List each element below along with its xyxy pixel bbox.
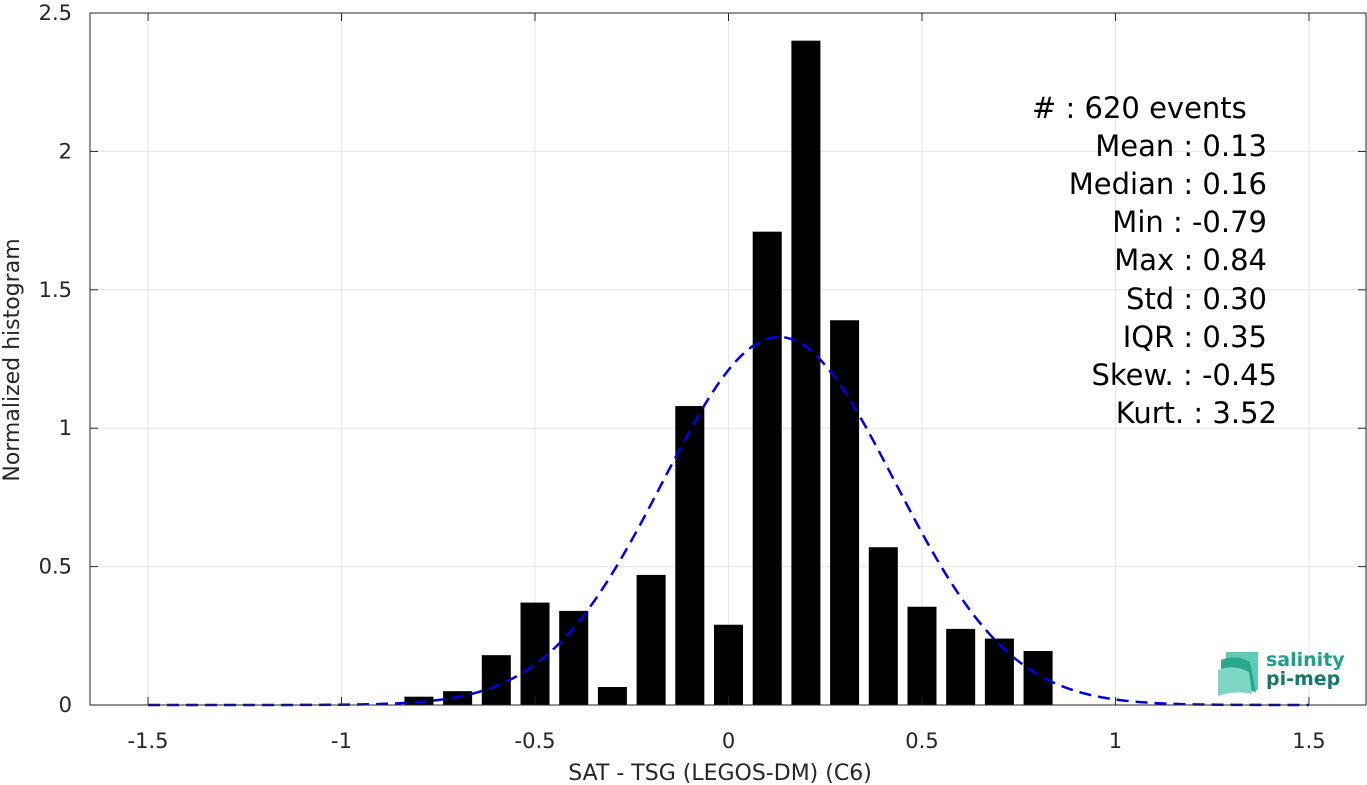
- histogram-bar: [481, 655, 511, 705]
- x-tick-label: -1: [331, 729, 352, 753]
- stat-median: Median : 0.16: [1069, 167, 1267, 201]
- stat-std: Std : 0.30: [1126, 282, 1267, 316]
- histogram-bar: [636, 574, 666, 705]
- x-axis-label: SAT - TSG (LEGOS-DM) (C6): [568, 761, 872, 785]
- x-tick-label: 0: [722, 729, 735, 753]
- y-tick-label: 2.5: [39, 1, 72, 25]
- histogram-bar: [868, 547, 898, 705]
- histogram-bar: [791, 40, 821, 706]
- stat-events: # : 620 events: [1032, 91, 1247, 125]
- salinity-pimep-logo: salinity pi-mep: [1218, 649, 1345, 696]
- stat-iqr: IQR : 0.35: [1123, 320, 1267, 354]
- y-tick-label: 0: [59, 693, 72, 717]
- tick-labels: -1.5 -1 -0.5 0 0.5 1 1.5 0 0.5 1 1.5 2 2.5: [39, 1, 1326, 753]
- stat-max: Max : 0.84: [1114, 243, 1267, 277]
- x-tick-label: 1.5: [1292, 729, 1325, 753]
- x-tick-label: 0.5: [905, 729, 938, 753]
- y-tick-label: 1: [59, 416, 72, 440]
- histogram-bar: [559, 610, 589, 705]
- y-tick-label: 2: [59, 139, 72, 163]
- axes-box: [89, 12, 1367, 706]
- histogram-bar: [752, 231, 782, 705]
- logo-text-pimep: pi-mep: [1266, 668, 1340, 690]
- histogram-bar: [946, 628, 976, 705]
- stat-skew: Skew. : -0.45: [1091, 358, 1277, 392]
- stat-kurt: Kurt. : 3.52: [1116, 396, 1277, 430]
- x-tick-label: -0.5: [515, 729, 556, 753]
- histogram-bar: [597, 687, 627, 705]
- x-tick-label: 1: [1109, 729, 1122, 753]
- histogram-bar: [1023, 651, 1053, 705]
- histogram-bar: [830, 320, 860, 705]
- y-tick-label: 0.5: [39, 555, 72, 579]
- x-tick-label: -1.5: [128, 729, 169, 753]
- histogram-bars: [404, 40, 1053, 706]
- wave-icon: [1218, 652, 1258, 696]
- histogram-bar: [984, 638, 1014, 705]
- statistics-box: # : 620 events Mean : 0.13 Median : 0.16…: [1032, 91, 1277, 430]
- histogram-bar: [520, 602, 550, 705]
- stat-min: Min : -0.79: [1112, 205, 1267, 239]
- histogram-bar: [713, 624, 744, 705]
- stat-mean: Mean : 0.13: [1095, 129, 1267, 163]
- histogram-bar: [675, 406, 705, 705]
- logo-text-salinity: salinity: [1266, 649, 1345, 671]
- histogram-bar: [907, 606, 937, 705]
- y-tick-label: 1.5: [39, 278, 72, 302]
- y-axis-label: Normalized histogram: [0, 238, 25, 481]
